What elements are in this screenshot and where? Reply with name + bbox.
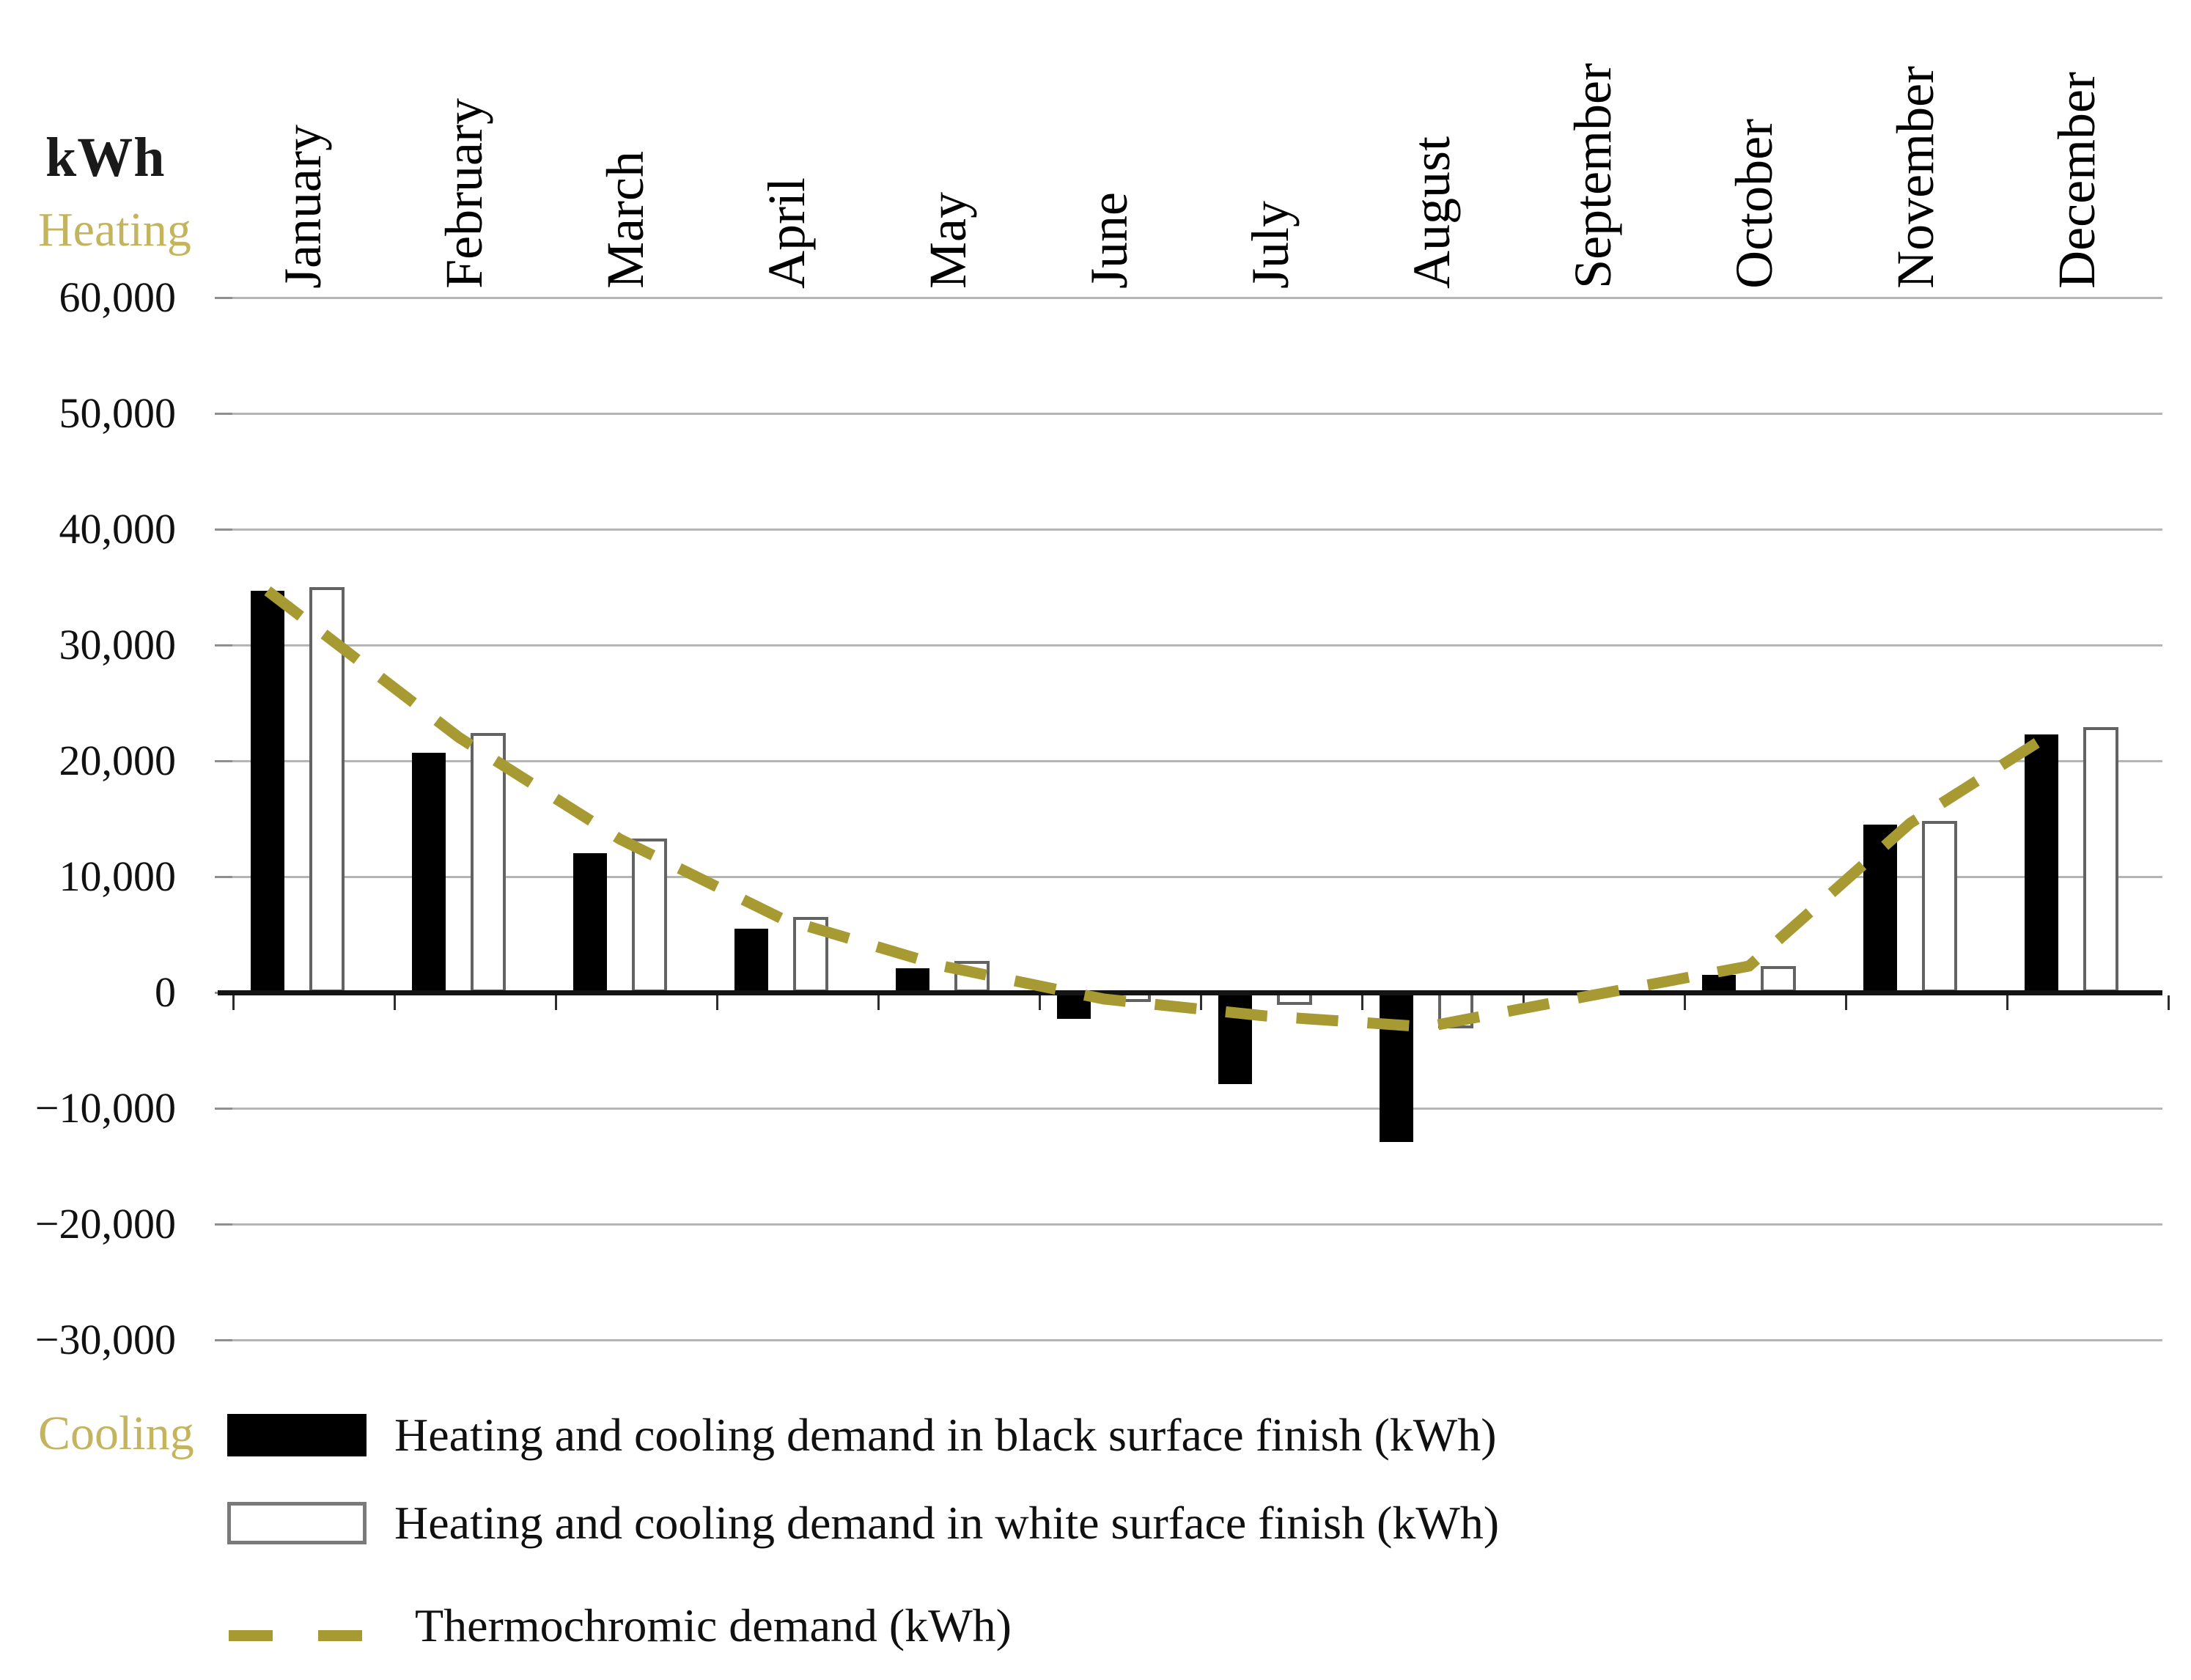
- month-label: March: [592, 0, 658, 289]
- month-label-text: May: [918, 192, 977, 289]
- gridline: [231, 1223, 2162, 1226]
- month-label: October: [1721, 0, 1787, 289]
- y-tick-mark: [215, 1223, 232, 1226]
- bar-black: [1218, 992, 1252, 1084]
- gridline: [231, 644, 2162, 646]
- bar-white: [1438, 992, 1473, 1028]
- y-tick-mark: [215, 876, 232, 878]
- bar-white: [2083, 727, 2118, 992]
- y-tick-label: −20,000: [34, 1200, 176, 1248]
- month-boundary-tick: [716, 995, 718, 1010]
- month-label-text: August: [1402, 136, 1461, 289]
- month-label-text: December: [2047, 72, 2106, 289]
- bar-white: [1761, 965, 1796, 992]
- y-tick-label: 60,000: [59, 273, 177, 321]
- heating-axis-label: Heating: [38, 203, 191, 257]
- month-label: September: [1560, 0, 1626, 289]
- bar-black: [412, 752, 446, 992]
- month-label: May: [915, 0, 981, 289]
- y-tick-label: 40,000: [59, 505, 177, 553]
- gridline: [231, 528, 2162, 531]
- month-label: November: [1882, 0, 1948, 289]
- month-label: January: [270, 0, 336, 289]
- month-boundary-tick: [1845, 995, 1847, 1010]
- bar-white: [793, 917, 828, 992]
- month-label-text: March: [595, 151, 655, 289]
- month-boundary-tick: [2168, 995, 2170, 1010]
- month-label-text: November: [1885, 66, 1945, 289]
- y-tick-mark: [215, 413, 232, 415]
- month-boundary-tick: [232, 995, 235, 1010]
- bar-black: [1863, 824, 1897, 992]
- bar-black: [573, 853, 607, 992]
- month-boundary-tick: [877, 995, 880, 1010]
- gridline: [231, 760, 2162, 762]
- month-label: April: [754, 0, 820, 289]
- zero-axis-line: [218, 990, 2162, 995]
- y-tick-label: 30,000: [59, 621, 177, 668]
- y-tick-mark: [215, 1108, 232, 1110]
- month-label: June: [1076, 0, 1142, 289]
- month-label-text: July: [1240, 200, 1300, 289]
- month-label: August: [1399, 0, 1465, 289]
- y-tick-label: −30,000: [34, 1316, 176, 1363]
- month-boundary-tick: [394, 995, 396, 1010]
- y-tick-label: 20,000: [59, 737, 177, 784]
- month-label-text: January: [273, 125, 332, 289]
- month-boundary-tick: [1200, 995, 1202, 1010]
- bar-black: [1380, 992, 1413, 1142]
- y-tick-mark: [215, 297, 232, 299]
- bar-black: [2025, 734, 2058, 992]
- month-boundary-tick: [1684, 995, 1686, 1010]
- month-label: February: [431, 0, 497, 289]
- month-label-text: February: [434, 98, 493, 289]
- gridline: [231, 1339, 2162, 1341]
- y-tick-mark: [215, 1339, 232, 1341]
- bar-black: [251, 590, 284, 992]
- y-tick-label: 0: [155, 968, 176, 1016]
- bar-black: [734, 929, 768, 992]
- bar-white: [1922, 821, 1957, 992]
- month-label-text: June: [1079, 192, 1138, 289]
- gridline: [231, 1108, 2162, 1110]
- month-boundary-tick: [1361, 995, 1363, 1010]
- y-axis-unit-label: kWh: [45, 127, 166, 188]
- cooling-axis-label: Cooling: [38, 1407, 194, 1460]
- y-tick-mark: [215, 528, 232, 531]
- thermochromic-line-path: [264, 586, 2056, 1033]
- month-label-text: October: [1724, 119, 1783, 289]
- month-boundary-tick: [1039, 995, 1041, 1010]
- bar-white: [309, 587, 345, 992]
- month-label-text: September: [1563, 63, 1622, 289]
- bar-white: [954, 961, 990, 992]
- month-boundary-tick: [555, 995, 557, 1010]
- y-tick-label: −10,000: [34, 1084, 176, 1132]
- bar-white: [471, 733, 506, 992]
- gridline: [231, 297, 2162, 299]
- month-boundary-tick: [1522, 995, 1525, 1010]
- month-boundary-tick: [2006, 995, 2008, 1010]
- y-tick-mark: [215, 760, 232, 762]
- bar-black: [896, 968, 929, 992]
- bar-black: [1057, 992, 1091, 1020]
- gridline: [231, 413, 2162, 415]
- y-tick-label: 50,000: [59, 389, 177, 437]
- bar-white: [632, 838, 667, 992]
- month-label-text: April: [756, 177, 816, 289]
- month-label: December: [2044, 0, 2110, 289]
- y-tick-mark: [215, 644, 232, 646]
- y-tick-label: 10,000: [59, 852, 177, 900]
- month-label: July: [1237, 0, 1303, 289]
